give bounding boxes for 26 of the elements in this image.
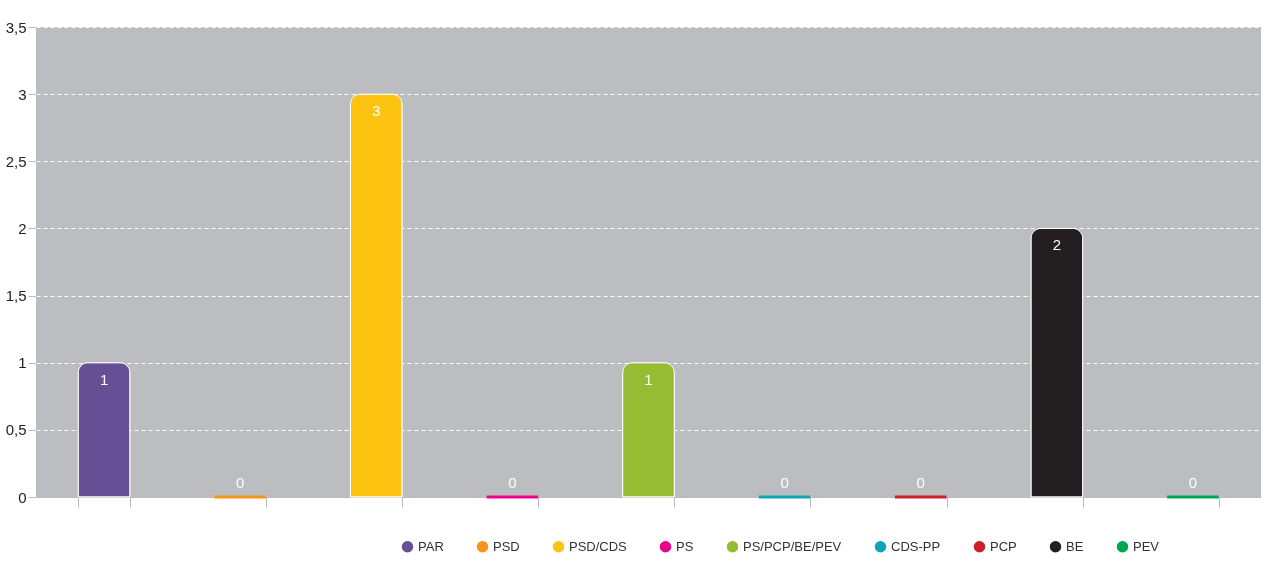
data-label: 0	[235, 474, 245, 491]
legend-label: PAR	[418, 538, 444, 554]
y-tick-label: 0	[18, 488, 27, 506]
y-tick-label: 2,5	[5, 152, 27, 170]
data-label: 2	[1052, 236, 1062, 254]
y-tick-label: 2	[18, 219, 27, 237]
data-label: 3	[372, 102, 381, 120]
legend-label: BE	[1066, 538, 1084, 554]
data-label: 1	[99, 370, 109, 388]
y-tick-label: 1,5	[5, 287, 27, 305]
legend-label: PSD/CDS	[569, 538, 628, 554]
y-tick-label: 3	[18, 85, 27, 103]
legend-label: PCP	[990, 538, 1017, 554]
data-label: 0	[508, 474, 517, 491]
legend-label: CDS-PP	[891, 538, 941, 554]
y-tick-label: 3,5	[5, 18, 27, 36]
y-tick-label: 0,5	[5, 421, 27, 439]
legend-label: PS/PCP/BE/PEV	[743, 538, 842, 554]
data-label: 0	[780, 474, 789, 491]
legend-label: PSD	[493, 538, 520, 554]
data-label: 0	[916, 474, 925, 491]
data-label: 1	[644, 370, 653, 388]
y-tick-label: 1	[18, 354, 27, 372]
legend-label: PEV	[1133, 538, 1160, 554]
legend-label: PS	[676, 538, 694, 554]
data-label: 0	[1188, 474, 1198, 491]
